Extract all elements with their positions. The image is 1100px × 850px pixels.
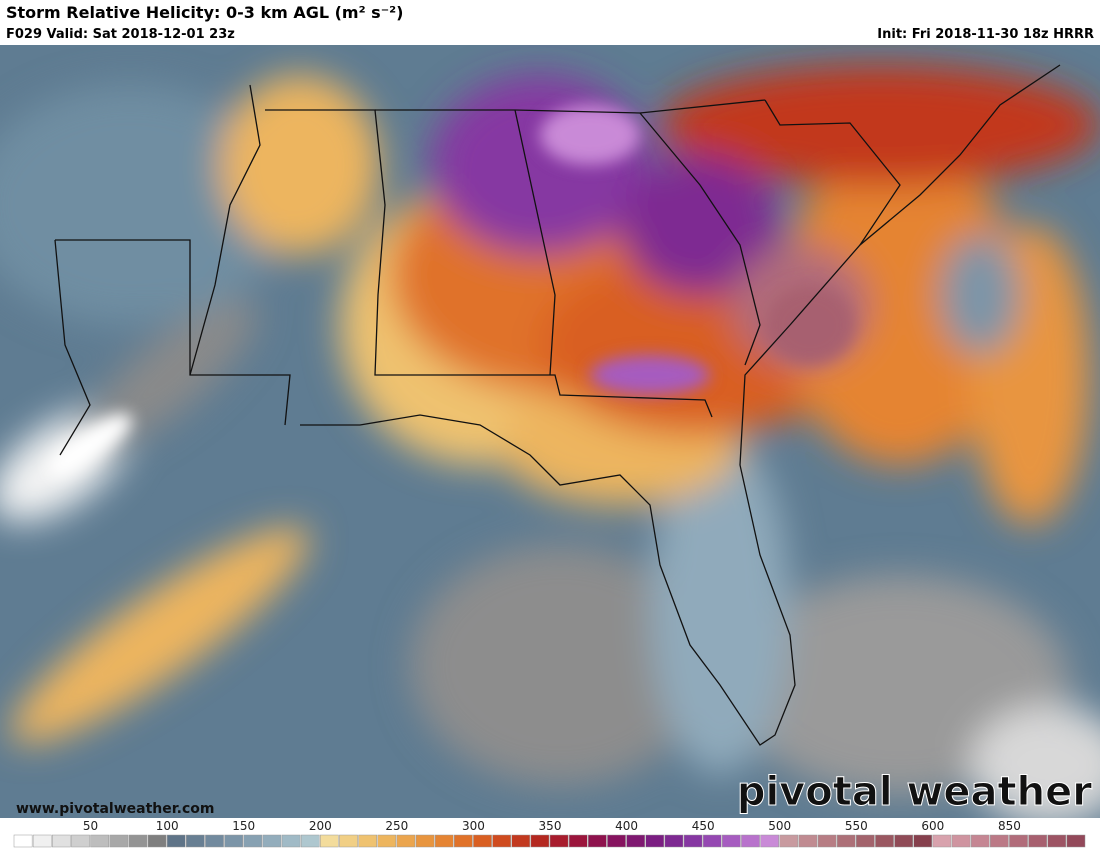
colorbar-swatch (990, 834, 1009, 848)
colorbar-label: 400 (615, 819, 638, 833)
colorbar-swatch (568, 834, 588, 848)
colorbar-label: 50 (83, 819, 98, 833)
colorbar-swatch (90, 834, 109, 848)
colorbar-swatch (1047, 834, 1067, 848)
colorbar-swatch (932, 834, 952, 848)
colorbar-swatch (358, 834, 377, 848)
colorbar-swatch (626, 834, 645, 848)
colorbar-swatch (588, 834, 607, 848)
colorbar-swatch (607, 834, 626, 848)
colorbar-swatch (71, 834, 90, 848)
colorbar-swatch (13, 834, 33, 848)
colorbar-swatch (798, 834, 818, 848)
colorbar-swatch (166, 834, 186, 848)
colorbar-swatch (320, 834, 339, 848)
colorbar-swatch (454, 834, 473, 848)
colorbar-swatch (1066, 834, 1086, 848)
colorbar-swatch (722, 834, 741, 848)
colorbar-swatch (415, 834, 435, 848)
colorbar-swatch (951, 834, 971, 848)
colorbar-swatch (492, 834, 511, 848)
colorbar-swatch (702, 834, 722, 848)
colorbar-swatch (913, 834, 933, 848)
colorbar-swatch (683, 834, 703, 848)
colorbar-swatch (817, 834, 837, 848)
colorbar-swatch (1009, 834, 1028, 848)
valid-time: F029 Valid: Sat 2018-12-01 23z (6, 27, 235, 42)
colorbar-label: 550 (845, 819, 868, 833)
colorbar-swatch (894, 834, 913, 848)
colorbar-swatch (645, 834, 665, 848)
colorbar-swatch (875, 834, 894, 848)
colorbar-swatch (549, 834, 569, 848)
colorbar-swatch (530, 834, 550, 848)
colorbar-swatch (224, 834, 243, 848)
colorbar-swatch (760, 834, 779, 848)
colorbar-swatch (664, 834, 684, 848)
colorbar-swatch (300, 834, 320, 848)
colorbar-swatch (836, 834, 856, 848)
site-url: www.pivotalweather.com (16, 801, 215, 817)
colorbar-swatch (970, 834, 990, 848)
colorbar-swatch (473, 834, 492, 848)
colorbar-swatch (377, 834, 397, 848)
colorbar-swatch (1028, 834, 1047, 848)
colorbar-swatch (396, 834, 416, 848)
colorbar-swatch (109, 834, 129, 848)
colorbar-swatch (205, 834, 224, 848)
colorbar-label: 500 (768, 819, 791, 833)
colorbar-label: 200 (309, 819, 332, 833)
colorbar-swatch (741, 834, 760, 848)
colorbar-swatch (128, 834, 148, 848)
init-time: Init: Fri 2018-11-30 18z HRRR (877, 27, 1094, 42)
colorbar-label: 300 (462, 819, 485, 833)
map: www.pivotalweather.com pivotal weather (0, 45, 1100, 818)
colorbar-swatch (32, 834, 52, 848)
colorbar-swatch (186, 834, 205, 848)
colorbar-swatch (779, 834, 799, 848)
colorbar-swatch (281, 834, 301, 848)
colorbar-swatch (147, 834, 167, 848)
colorbar-label: 850 (998, 819, 1021, 833)
logo: pivotal weather (737, 769, 1092, 815)
colorbar-swatch (434, 834, 454, 848)
colorbar: 50 100 150 200 250 300 350 400 450 500 550 600 850 (13, 819, 1086, 848)
colorbar-label: 450 (692, 819, 715, 833)
colorbar-label: 150 (232, 819, 255, 833)
colorbar-swatch (52, 834, 71, 848)
colorbar-swatch (856, 834, 875, 848)
map-title: Storm Relative Helicity: 0-3 km AGL (m² … (6, 3, 404, 22)
colorbar-swatch (262, 834, 282, 848)
colorbar-label: 350 (539, 819, 562, 833)
colorbar-swatch (339, 834, 358, 848)
colorbar-label: 600 (921, 819, 944, 833)
colorbar-swatch (511, 834, 531, 848)
colorbar-label: 250 (385, 819, 408, 833)
colorbar-label: 100 (156, 819, 179, 833)
colorbar-swatch (243, 834, 263, 848)
